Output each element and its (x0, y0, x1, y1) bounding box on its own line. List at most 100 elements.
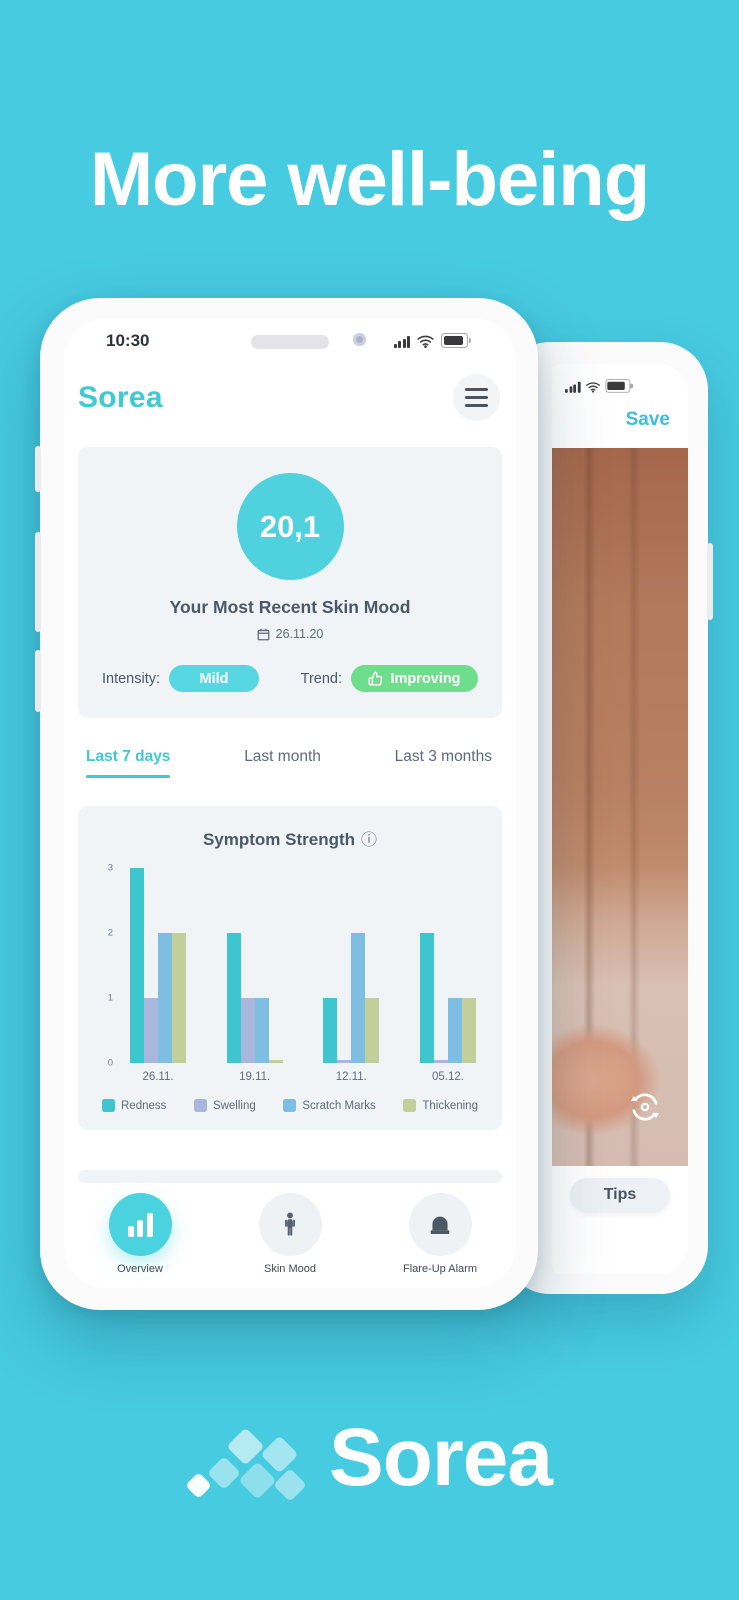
intensity-badge: Mild (169, 665, 260, 692)
sorea-logo-mark (185, 1427, 308, 1508)
tab-last-7-days[interactable]: Last 7 days (86, 748, 171, 778)
status-icons (565, 379, 678, 393)
y-tick-label: 2 (107, 927, 113, 939)
hamburger-menu-button[interactable] (453, 374, 500, 421)
chart-group: 12.11. (323, 868, 380, 1083)
bar-chart: 0 1 2 3 26.11. 19.11. 12.11. 05.12. (98, 863, 482, 1083)
chart-bar-swelling (144, 998, 158, 1063)
status-time: 10:30 (106, 331, 150, 350)
footer-brand-name: Sorea (329, 1412, 553, 1503)
chart-bar-thickening (268, 1060, 283, 1063)
bar-chart-icon (127, 1212, 153, 1237)
chart-bar-scratch-marks (158, 933, 172, 1063)
skin-photo (552, 447, 688, 1166)
nav-item-overview[interactable]: Overview (92, 1193, 188, 1275)
app-title: Sorea (78, 380, 163, 414)
x-axis-label: 26.11. (142, 1071, 174, 1083)
skin-mood-score: 20,1 (236, 473, 344, 580)
trend-badge: Improving (351, 665, 478, 692)
next-card-peek (78, 1170, 502, 1183)
x-axis-label: 19.11. (239, 1071, 271, 1083)
signal-icon (565, 381, 581, 393)
trend-label: Trend: (300, 670, 342, 687)
person-icon (285, 1212, 295, 1236)
signal-icon (393, 335, 410, 348)
legend-item: Redness (102, 1099, 166, 1112)
tab-last-month[interactable]: Last month (244, 748, 321, 765)
time-range-tabs: Last 7 days Last month Last 3 months (86, 748, 492, 778)
phone-side-button (35, 446, 41, 492)
legend-swatch (193, 1099, 207, 1112)
chart-group: 05.12. (419, 868, 476, 1083)
chart-bar-thickening (461, 998, 476, 1063)
battery-icon (441, 333, 471, 348)
chart-legend: Redness Swelling Scratch Marks Thickening (98, 1099, 482, 1112)
tab-last-3-months[interactable]: Last 3 months (394, 748, 492, 765)
phone-side-button (35, 650, 41, 712)
speaker-grille (251, 335, 329, 349)
thumbs-up-icon (368, 671, 383, 686)
legend-label: Scratch Marks (302, 1099, 376, 1112)
camera-flip-icon[interactable] (626, 1088, 664, 1126)
y-tick-label: 1 (107, 992, 113, 1004)
skin-mood-title: Your Most Recent Skin Mood (169, 597, 411, 617)
skin-mood-card: 20,1 Your Most Recent Skin Mood 26.11.20… (78, 447, 502, 718)
info-icon[interactable]: ⓘ (361, 832, 378, 849)
chart-bar-scratch-marks (447, 998, 462, 1063)
chart-bar-thickening (365, 998, 380, 1063)
phone-mockup-camera: Save Tips (502, 342, 713, 1294)
footer-logo: Sorea (0, 1408, 739, 1508)
intensity-label: Intensity: (102, 670, 161, 687)
nav-item-flare-up-alarm[interactable]: Flare-Up Alarm (392, 1193, 488, 1275)
dashboard-screen: 10:30 Sorea 20,1 Your Most Recent Skin M… (64, 318, 516, 1288)
camera-bottom-bar: Tips (552, 1166, 688, 1275)
chart-bar-thickening (172, 933, 186, 1063)
chart-bar-redness (226, 933, 241, 1063)
bottom-navigation: Overview Skin Mood (64, 1193, 516, 1288)
chart-bar-redness (323, 998, 338, 1063)
save-button[interactable]: Save (625, 408, 670, 430)
chart-bar-scratch-marks (351, 933, 366, 1063)
legend-label: Swelling (212, 1099, 256, 1112)
app-bar: Sorea (64, 374, 516, 421)
chart-groups: 26.11. 19.11. 12.11. 05.12. (124, 868, 482, 1083)
chart-bar-redness (419, 933, 434, 1063)
phone-side-button (35, 532, 41, 632)
x-axis-label: 05.12. (431, 1071, 464, 1083)
legend-label: Redness (121, 1099, 167, 1112)
trend-badge-label: Improving (390, 670, 461, 687)
status-bar: 10:30 (64, 324, 516, 362)
chart-group: 19.11. (226, 868, 283, 1083)
tips-button[interactable]: Tips (570, 1177, 670, 1213)
wifi-icon (417, 335, 434, 348)
chart-bar-swelling (337, 1060, 352, 1063)
y-tick-label: 0 (107, 1057, 113, 1069)
skin-mood-date-value: 26.11.20 (275, 627, 324, 641)
nav-item-skin-mood[interactable]: Skin Mood (242, 1193, 338, 1275)
phone-mockup-dashboard: 10:30 Sorea 20,1 Your Most Recent Skin M… (35, 298, 538, 1310)
calendar-icon (257, 628, 270, 640)
alarm-icon (430, 1216, 450, 1234)
chart-bar-swelling (240, 998, 255, 1063)
wifi-icon (585, 381, 600, 393)
legend-item: Swelling (193, 1099, 256, 1112)
y-tick-label: 3 (107, 862, 113, 874)
legend-swatch (403, 1099, 417, 1112)
legend-label: Thickening (422, 1099, 478, 1112)
chart-y-axis: 0 1 2 3 (98, 863, 118, 1069)
x-axis-label: 12.11. (335, 1071, 367, 1083)
legend-item: Scratch Marks (283, 1099, 376, 1112)
skin-mood-date: 26.11.20 (96, 627, 484, 641)
legend-item: Thickening (403, 1099, 478, 1112)
chart-group: 26.11. (130, 868, 186, 1083)
legend-swatch (283, 1099, 297, 1112)
chart-title: Symptom Strength ⓘ (202, 830, 378, 849)
battery-icon (605, 379, 633, 393)
symptom-strength-card: Symptom Strength ⓘ 0 1 2 3 26.11. 19.11. 12.11… (78, 806, 502, 1130)
page-headline: More well-being (89, 137, 650, 222)
camera-screen: Save Tips (552, 364, 688, 1274)
badge-row: Intensity: Mild Trend: Improving (96, 665, 484, 692)
legend-swatch (102, 1099, 115, 1112)
chart-bar-scratch-marks (254, 998, 269, 1063)
chart-bar-swelling (433, 1060, 448, 1063)
